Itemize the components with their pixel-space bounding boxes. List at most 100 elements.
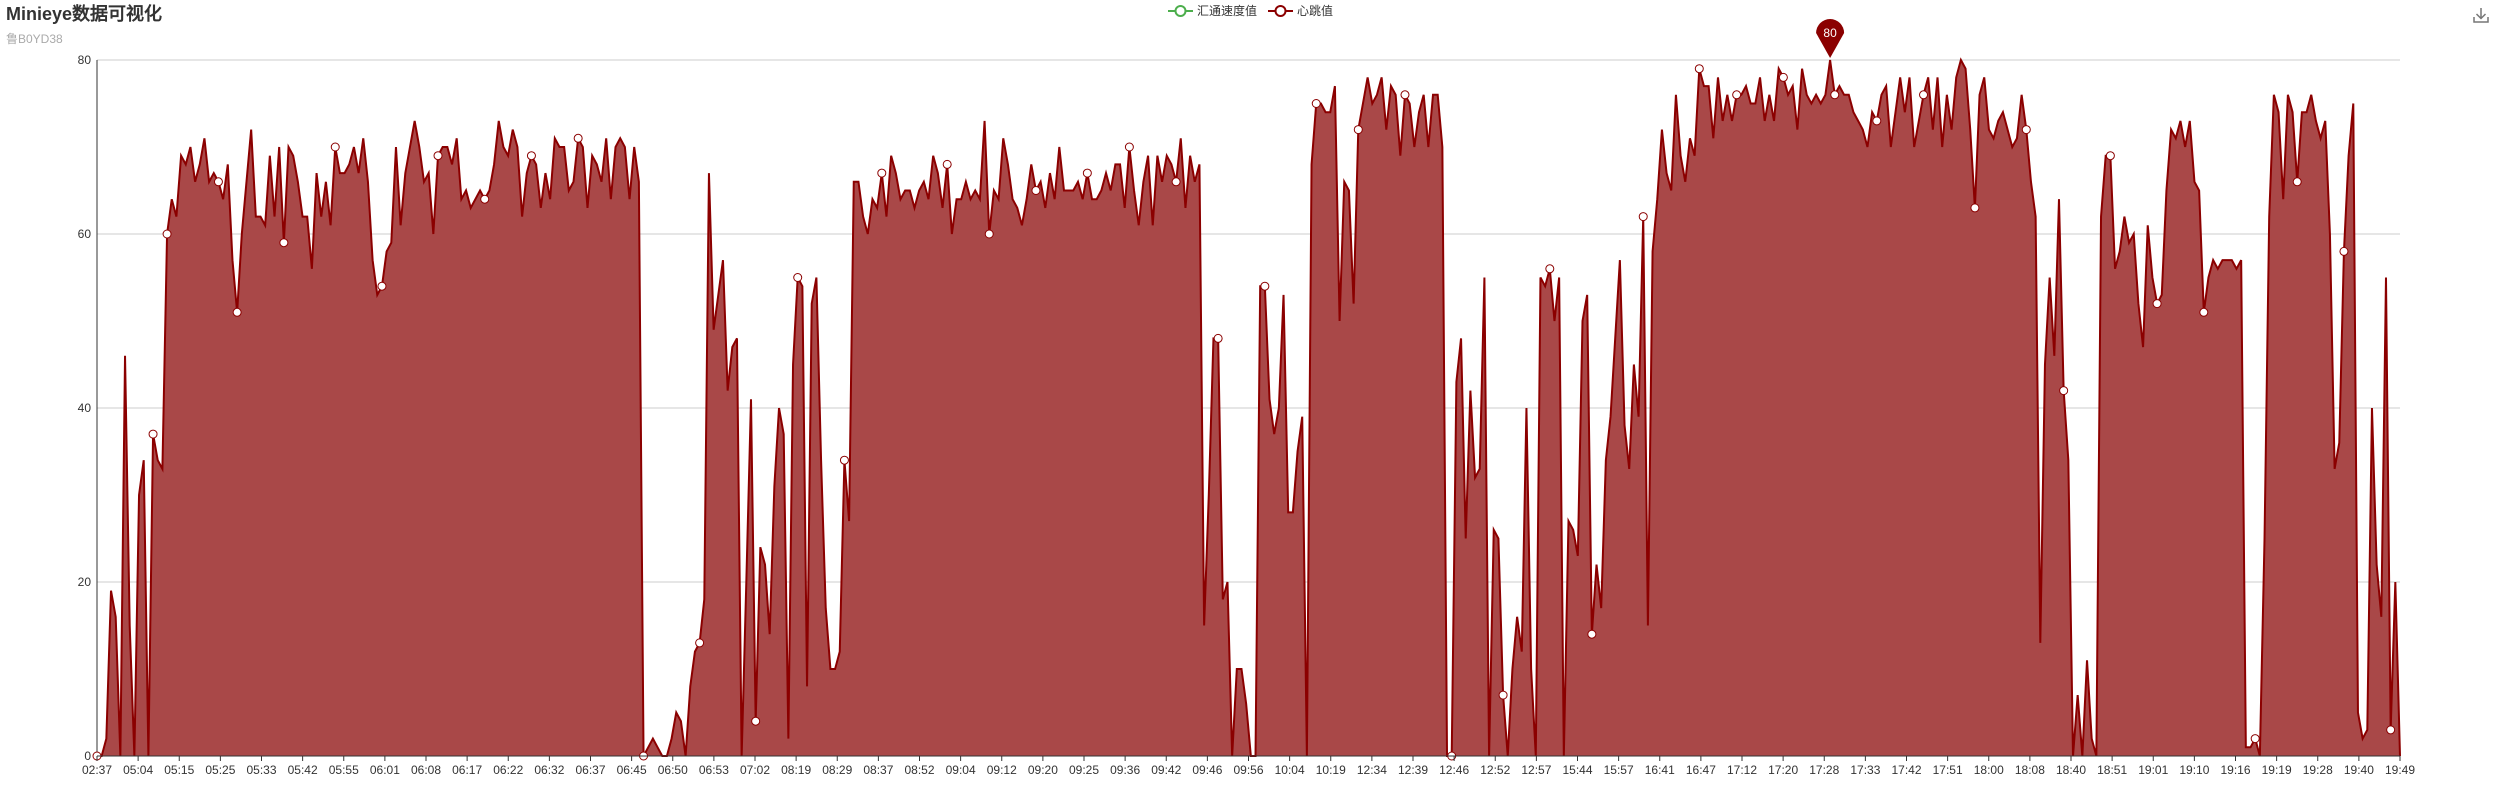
- legend-item-speed[interactable]: 汇通速度值: [1168, 2, 1257, 19]
- x-tick-label: 05:15: [164, 763, 194, 777]
- x-tick-label: 17:28: [1809, 763, 1839, 777]
- series-area-heart: [97, 60, 2400, 756]
- legend-speed-icon: [1168, 4, 1193, 17]
- data-point: [1171, 177, 1181, 187]
- x-tick-label: 12:34: [1357, 763, 1387, 777]
- x-tick-label: 05:25: [205, 763, 235, 777]
- y-tick-label: 60: [78, 227, 92, 241]
- max-marker-label: 80: [1823, 26, 1837, 40]
- x-tick-label: 16:47: [1686, 763, 1716, 777]
- x-tick-label: 06:37: [575, 763, 605, 777]
- data-point: [1638, 212, 1648, 222]
- x-tick-label: 09:36: [1110, 763, 1140, 777]
- x-tick-label: 19:19: [2262, 763, 2292, 777]
- data-point: [2339, 246, 2349, 256]
- legend-heart-icon: [1268, 4, 1293, 17]
- data-point: [1498, 690, 1508, 700]
- x-tick-label: 07:02: [740, 763, 770, 777]
- data-point: [1400, 90, 1410, 100]
- x-tick-label: 05:04: [123, 763, 153, 777]
- data-point: [148, 429, 158, 439]
- x-tick-label: 18:40: [2056, 763, 2086, 777]
- data-point: [1732, 90, 1742, 100]
- x-tick-label: 17:12: [1727, 763, 1757, 777]
- data-point: [2105, 151, 2115, 161]
- x-tick-label: 16:41: [1645, 763, 1675, 777]
- data-point: [1919, 90, 1929, 100]
- x-tick-label: 09:56: [1233, 763, 1263, 777]
- data-point: [162, 229, 172, 239]
- data-point: [232, 307, 242, 317]
- x-tick-label: 10:19: [1316, 763, 1346, 777]
- x-tick-label: 06:53: [699, 763, 729, 777]
- max-marker-pin: [1816, 19, 1845, 58]
- data-point: [2152, 299, 2162, 309]
- data-point: [480, 194, 490, 204]
- x-tick-label: 08:37: [863, 763, 893, 777]
- y-tick-label: 20: [78, 575, 92, 589]
- data-point: [433, 151, 443, 161]
- chart-subtitle: 鲁B0YD38: [6, 32, 63, 46]
- x-tick-label: 06:08: [411, 763, 441, 777]
- data-point: [573, 133, 583, 143]
- x-tick-label: 09:12: [987, 763, 1017, 777]
- x-tick-label: 06:01: [370, 763, 400, 777]
- data-point: [877, 168, 887, 178]
- data-point: [984, 229, 994, 239]
- x-tick-label: 12:39: [1398, 763, 1428, 777]
- data-point: [2292, 177, 2302, 187]
- legend-item-heart[interactable]: 心跳值: [1268, 2, 1333, 19]
- data-point: [526, 151, 536, 161]
- x-tick-label: 15:57: [1604, 763, 1634, 777]
- x-tick-label: 05:33: [246, 763, 276, 777]
- x-tick-label: 18:00: [1974, 763, 2004, 777]
- data-point: [2059, 386, 2069, 396]
- data-point: [751, 716, 761, 726]
- x-tick-label: 08:29: [822, 763, 852, 777]
- series-line-heart: [97, 57, 2401, 757]
- x-tick-label: 08:52: [904, 763, 934, 777]
- x-tick-label: 06:22: [493, 763, 523, 777]
- y-tick-label: 40: [78, 401, 92, 415]
- data-point: [279, 238, 289, 248]
- x-tick-label: 05:55: [329, 763, 359, 777]
- x-tick-label: 02:37: [82, 763, 112, 777]
- data-point: [330, 142, 340, 152]
- data-point: [1694, 64, 1704, 74]
- x-tick-label: 17:42: [1891, 763, 1921, 777]
- x-tick-label: 12:57: [1521, 763, 1551, 777]
- x-tick-label: 19:28: [2303, 763, 2333, 777]
- x-tick-label: 17:51: [1933, 763, 1963, 777]
- data-point: [2199, 307, 2209, 317]
- x-tick-label: 18:51: [2097, 763, 2127, 777]
- data-point: [1778, 72, 1788, 82]
- data-point: [1970, 203, 1980, 213]
- x-tick-label: 06:17: [452, 763, 482, 777]
- x-tick-label: 09:46: [1192, 763, 1222, 777]
- data-point: [2386, 725, 2396, 735]
- x-tick-label: 09:25: [1069, 763, 1099, 777]
- x-tick-label: 19:01: [2138, 763, 2168, 777]
- legend: 汇通速度值 心跳值: [0, 0, 2500, 22]
- data-point: [1545, 264, 1555, 274]
- chart-title: Minieye数据可视化: [6, 4, 163, 24]
- data-point: [2021, 125, 2031, 135]
- data-point: [839, 455, 849, 465]
- data-point: [695, 638, 705, 648]
- x-tick-label: 09:42: [1151, 763, 1181, 777]
- data-point: [1587, 629, 1597, 639]
- legend-heart-label: 心跳值: [1297, 4, 1334, 18]
- data-point: [942, 159, 952, 169]
- data-point: [1031, 186, 1041, 195]
- data-point: [213, 177, 223, 187]
- data-point: [377, 281, 387, 291]
- x-tick-label: 19:40: [2344, 763, 2374, 777]
- data-point: [793, 273, 803, 282]
- x-tick-label: 17:33: [1850, 763, 1880, 777]
- x-tick-label: 12:46: [1439, 763, 1469, 777]
- data-point: [1311, 99, 1321, 108]
- x-tick-label: 12:52: [1480, 763, 1510, 777]
- download-icon[interactable]: [2472, 6, 2490, 24]
- x-tick-label: 09:04: [946, 763, 976, 777]
